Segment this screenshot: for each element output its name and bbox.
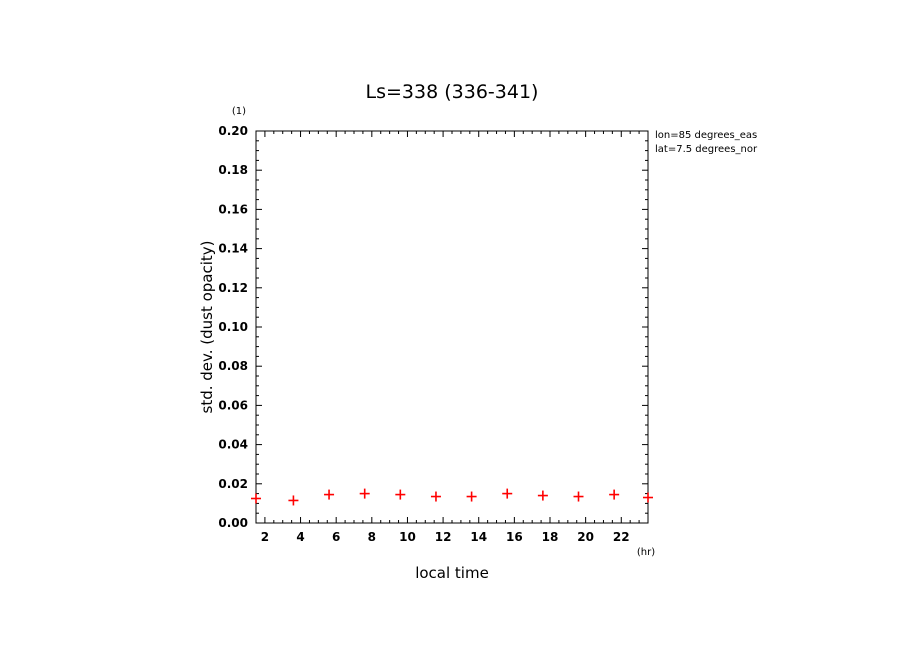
y-tick-label: 0.16: [218, 202, 248, 216]
y-tick-label: 0.10: [218, 320, 248, 334]
data-point: [573, 491, 584, 502]
annotation-lat: lat=7.5 degrees_nor: [655, 144, 758, 155]
x-tick-label: 4: [296, 530, 304, 544]
data-point: [466, 491, 477, 502]
x-axis-label: local time: [415, 564, 489, 582]
x-tick-label: 14: [470, 530, 487, 544]
data-point: [502, 488, 513, 499]
x-tick-label: 18: [542, 530, 559, 544]
y-tick-label: 0.00: [218, 516, 248, 530]
y-tick-label: 0.06: [218, 398, 248, 412]
data-point: [324, 489, 335, 500]
x-tick-label: 22: [613, 530, 630, 544]
y-tick-label: 0.04: [218, 438, 248, 452]
x-tick-label: 16: [506, 530, 523, 544]
y-axis-label: std. dev. (dust opacity): [198, 240, 216, 413]
y-tick-label: 0.14: [218, 242, 248, 256]
y-tick-label: 0.20: [218, 124, 248, 138]
plot-frame: [255, 130, 649, 524]
annotation-lon: lon=85 degrees_eas: [655, 130, 757, 141]
x-tick-label: 10: [399, 530, 416, 544]
y-tick-label: 0.12: [218, 281, 248, 295]
data-point: [251, 493, 261, 504]
data-point: [359, 488, 370, 499]
y-tick-label: 0.02: [218, 477, 248, 491]
chart-title: Ls=338 (336-341): [366, 81, 539, 103]
data-point: [288, 495, 299, 506]
y-tick-label: 0.18: [218, 163, 248, 177]
data-point: [643, 492, 653, 503]
x-tick-label: 12: [435, 530, 452, 544]
data-point: [537, 490, 548, 501]
y-axis-unit: (1): [232, 106, 246, 117]
data-markers: [251, 488, 653, 506]
data-point: [609, 489, 620, 500]
x-tick-label: 8: [368, 530, 376, 544]
x-axis-ticks: 2 4 6 8 10 12 14 16 18 20 22: [261, 131, 640, 544]
x-tick-label: 20: [577, 530, 594, 544]
x-tick-label: 2: [261, 530, 269, 544]
y-tick-label: 0.08: [218, 359, 248, 373]
y-axis-ticks: 0.00 0.02 0.04 0.06 0.08 0.10 0.12 0.14 0.16 0.18…: [218, 124, 648, 530]
x-axis-unit: (hr): [637, 547, 655, 558]
data-point: [395, 489, 406, 500]
x-tick-label: 6: [332, 530, 340, 544]
data-point: [430, 491, 441, 502]
